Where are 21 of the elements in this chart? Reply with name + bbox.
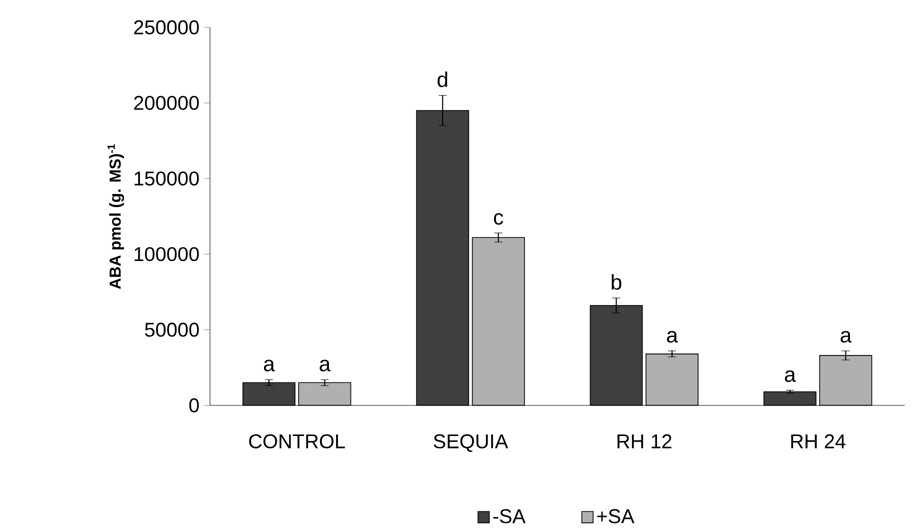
x-tick-label: RH 12 [618,434,672,448]
y-tick-label: 250000 [134,20,199,34]
legend-label: -SA [493,509,526,524]
annotation: a [784,370,796,382]
y-tick-label: 50000 [145,322,199,337]
annotation: a [264,360,275,372]
annotation: a [840,331,852,343]
y-tick-label: 100000 [134,247,199,262]
x-tick-label: SEQUIA [434,434,508,452]
y-tick-label: 150000 [134,171,199,186]
y-tick-label: 200000 [134,96,199,110]
y-axis-title: ABA pmol (g. MS)$^{-1}$ [108,144,124,290]
annotation: a [320,360,331,372]
x-tick-label: RH 24 [791,434,846,448]
annotation: d [438,72,448,88]
y-tick-label: 0 [189,398,199,412]
annotation: b [612,274,622,290]
annotation: a [667,331,678,343]
annotation: c [494,213,504,225]
x-tick-label: CONTROL [249,434,345,448]
legend-label: +SA [597,509,634,524]
